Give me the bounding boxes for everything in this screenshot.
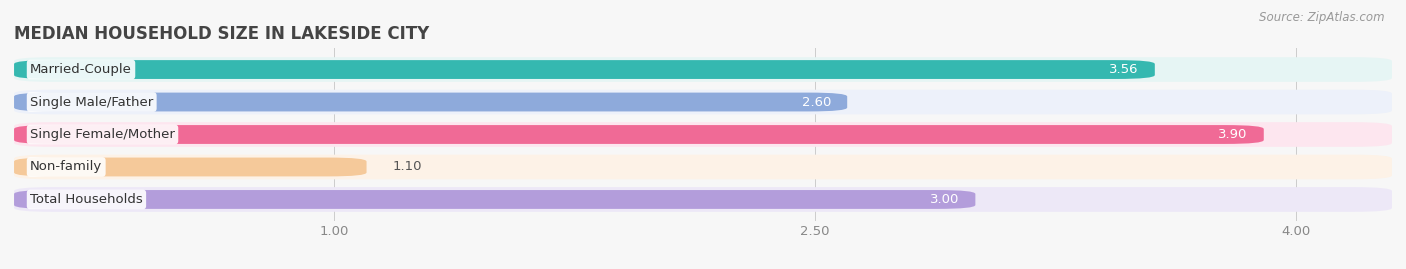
FancyBboxPatch shape [14, 122, 1392, 147]
Text: 3.00: 3.00 [929, 193, 959, 206]
Text: Single Female/Mother: Single Female/Mother [30, 128, 174, 141]
Text: Single Male/Father: Single Male/Father [30, 95, 153, 108]
Text: Non-family: Non-family [30, 161, 103, 174]
FancyBboxPatch shape [14, 155, 1392, 179]
Text: Source: ZipAtlas.com: Source: ZipAtlas.com [1260, 11, 1385, 24]
FancyBboxPatch shape [14, 60, 1154, 79]
Text: Total Households: Total Households [30, 193, 143, 206]
FancyBboxPatch shape [14, 93, 848, 111]
FancyBboxPatch shape [14, 190, 976, 209]
Text: 3.56: 3.56 [1109, 63, 1139, 76]
FancyBboxPatch shape [14, 125, 1264, 144]
Text: 2.60: 2.60 [801, 95, 831, 108]
FancyBboxPatch shape [14, 90, 1392, 114]
FancyBboxPatch shape [14, 187, 1392, 212]
Text: MEDIAN HOUSEHOLD SIZE IN LAKESIDE CITY: MEDIAN HOUSEHOLD SIZE IN LAKESIDE CITY [14, 25, 429, 43]
FancyBboxPatch shape [14, 57, 1392, 82]
Text: 1.10: 1.10 [392, 161, 422, 174]
Text: 3.90: 3.90 [1219, 128, 1247, 141]
Text: Married-Couple: Married-Couple [30, 63, 132, 76]
FancyBboxPatch shape [14, 158, 367, 176]
